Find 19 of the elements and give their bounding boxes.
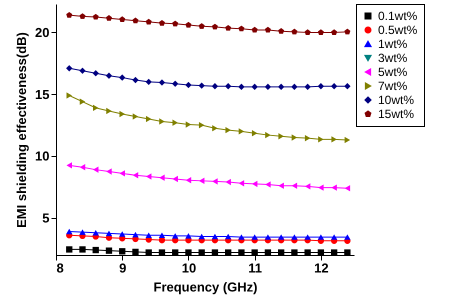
y-axis-title: EMI shielding effectiveness(dB): [14, 32, 30, 228]
legend-label: 3wt%: [378, 51, 408, 65]
legend-label: 0.5wt%: [378, 23, 418, 37]
legend-label: 0.1wt%: [378, 9, 418, 23]
x-tick-label: 9: [119, 260, 126, 276]
x-tick-label: 12: [314, 260, 329, 276]
legend-label: 5wt%: [378, 65, 408, 79]
x-tick-label: 8: [56, 260, 64, 276]
x-tick-label: 10: [182, 260, 196, 276]
x-axis-title: Frequency (GHz): [153, 280, 258, 294]
y-tick-label: 15: [35, 86, 50, 102]
y-tick-label: 10: [35, 148, 50, 164]
legend-label: 15wt%: [378, 107, 414, 121]
legend-label: 1wt%: [378, 37, 408, 51]
x-tick-label: 11: [248, 260, 262, 276]
legend-label: 7wt%: [378, 79, 408, 93]
y-tick-label: 5: [42, 210, 50, 226]
y-tick-label: 20: [35, 24, 50, 40]
legend-label: 10wt%: [378, 93, 414, 107]
